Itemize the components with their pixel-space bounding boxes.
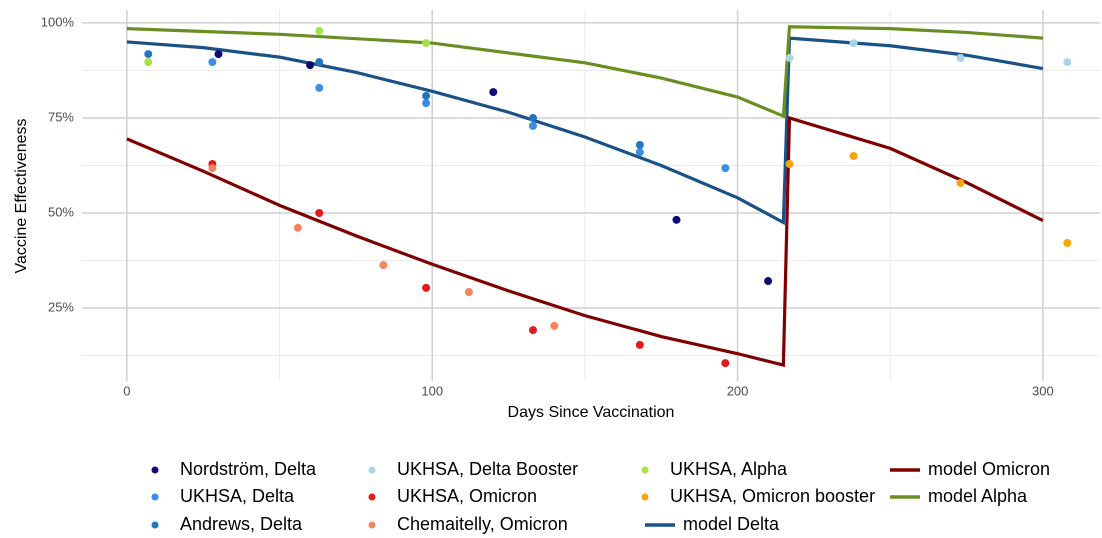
data-point [489, 88, 498, 97]
legend-swatch [368, 466, 376, 474]
data-point [1063, 239, 1072, 248]
y-tick-label: 25% [48, 299, 74, 314]
data-point [422, 283, 431, 292]
x-tick-label: 300 [1032, 383, 1054, 398]
data-point [672, 215, 681, 224]
data-point [306, 61, 315, 70]
y-tick-label: 50% [48, 204, 74, 219]
legend-label: model Omicron [928, 459, 1050, 479]
legend-swatch [151, 521, 159, 529]
data-point [1063, 58, 1072, 67]
data-point [464, 288, 473, 297]
data-point [208, 164, 217, 173]
data-point [721, 359, 730, 368]
data-point [315, 58, 324, 67]
model-line [126, 36, 1044, 226]
data-point [293, 223, 302, 232]
data-point [144, 50, 153, 59]
y-tick-label: 100% [41, 14, 75, 29]
data-point [849, 151, 858, 160]
data-point [422, 99, 431, 108]
data-point [956, 178, 965, 187]
data-point [528, 121, 537, 130]
model-line [126, 115, 1044, 368]
data-point [214, 50, 223, 59]
legend-label: Chemaitelly, Omicron [397, 514, 568, 534]
legend-swatch [151, 466, 159, 474]
legend-label: model Alpha [928, 486, 1028, 506]
legend-swatch [368, 521, 376, 529]
legend-swatch [368, 493, 376, 501]
legend-label: UKHSA, Omicron booster [670, 486, 875, 506]
data-point [528, 326, 537, 335]
data-point [422, 91, 431, 100]
data-point [422, 39, 431, 48]
data-point [635, 340, 644, 349]
data-point [144, 58, 153, 67]
data-point [208, 58, 217, 67]
legend-label: Andrews, Delta [180, 514, 303, 534]
legend-swatch [641, 493, 649, 501]
legend-swatch [641, 466, 649, 474]
legend-label: UKHSA, Delta [180, 486, 295, 506]
legend-swatch [151, 493, 159, 501]
data-point [379, 261, 388, 270]
data-point [956, 53, 965, 62]
data-point [635, 140, 644, 149]
y-axis-title: Vaccine Effectiveness [13, 118, 30, 273]
x-axis-title: Days Since Vaccination [508, 404, 675, 421]
x-tick-label: 0 [123, 383, 130, 398]
model-line [126, 25, 1044, 119]
data-point [635, 148, 644, 157]
data-point [764, 277, 773, 286]
legend-label: UKHSA, Delta Booster [397, 459, 578, 479]
data-point [528, 113, 537, 122]
data-point [721, 164, 730, 173]
data-point [550, 321, 559, 330]
legend-label: model Delta [683, 514, 780, 534]
data-point [315, 208, 324, 217]
x-tick-label: 200 [727, 383, 749, 398]
x-tick-label: 100 [421, 383, 443, 398]
legend-label: Nordström, Delta [180, 459, 317, 479]
legend-label: UKHSA, Alpha [670, 459, 788, 479]
data-point [849, 39, 858, 48]
legend-label: UKHSA, Omicron [397, 486, 537, 506]
data-point [315, 83, 324, 92]
data-point [315, 26, 324, 35]
data-point [785, 53, 794, 62]
y-tick-label: 75% [48, 109, 74, 124]
data-point [785, 159, 794, 168]
